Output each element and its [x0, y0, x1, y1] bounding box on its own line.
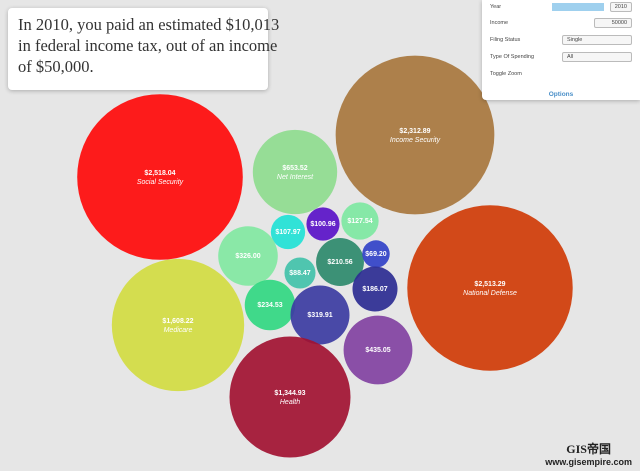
watermark: GIS帝国 www.gisempire.com — [545, 440, 632, 467]
headline-line: of $50,000. — [18, 57, 94, 76]
category-label: Medicare — [164, 327, 193, 334]
value-label: $107.97 — [275, 229, 300, 236]
headline-line: In 2010, you paid an estimated $10,013 — [18, 15, 280, 34]
bubble[interactable] — [316, 238, 364, 286]
bubble[interactable] — [270, 214, 306, 250]
value-label: $2,518.04 — [144, 170, 175, 177]
value-label: $2,513.29 — [474, 281, 505, 288]
bubble[interactable] — [218, 226, 278, 286]
category-label: Social Security — [137, 179, 184, 186]
bubble[interactable] — [284, 257, 316, 289]
income-row: Income 50000 — [490, 18, 632, 28]
bubble[interactable] — [362, 240, 390, 268]
label: Filing Status — [490, 37, 521, 43]
value-label: $234.53 — [257, 302, 282, 309]
bubble[interactable] — [252, 129, 338, 215]
spending-select[interactable]: All — [562, 52, 632, 62]
year-slider[interactable] — [552, 3, 604, 11]
bubble[interactable] — [352, 266, 398, 312]
bubble[interactable] — [111, 258, 245, 392]
value-label: $100.96 — [310, 221, 335, 228]
value-label: $435.05 — [365, 347, 390, 354]
value-label: $1,608.22 — [162, 318, 193, 325]
value-label: $127.54 — [347, 218, 372, 225]
value-label: $210.56 — [327, 259, 352, 266]
year-row: Year 2010 — [490, 2, 632, 12]
headline-box: In 2010, you paid an estimated $10,013 i… — [8, 8, 280, 90]
label: Type Of Spending — [490, 54, 535, 60]
category-label: Income Security — [390, 137, 441, 144]
value-label: $88.47 — [289, 270, 311, 277]
bubble[interactable] — [407, 205, 573, 371]
zoom-row[interactable]: Toggle Zoom — [490, 69, 632, 79]
label[interactable]: Toggle Zoom — [490, 71, 522, 77]
category-label: Net Interest — [277, 174, 314, 181]
label: Year — [490, 4, 502, 10]
category-label: National Defense — [463, 290, 517, 297]
bubble[interactable] — [306, 207, 340, 241]
spending-row: Type Of Spending All — [490, 52, 632, 62]
value-label: $653.52 — [282, 165, 307, 172]
bubble[interactable] — [341, 202, 379, 240]
value-label: $2,312.89 — [399, 128, 430, 135]
bubble[interactable] — [290, 285, 350, 345]
bubble[interactable] — [77, 94, 243, 260]
value-label: $319.91 — [307, 312, 332, 319]
category-label: Health — [280, 399, 300, 406]
filing-select[interactable]: Single — [562, 35, 632, 45]
watermark-url: www.gisempire.com — [545, 457, 632, 467]
filing-row: Filing Status Single — [490, 35, 632, 45]
bubble[interactable] — [343, 315, 413, 385]
value-label: $69.20 — [365, 251, 387, 258]
bubble[interactable] — [335, 55, 495, 215]
value-label: $186.07 — [362, 286, 387, 293]
label: Income — [490, 20, 509, 26]
headline-line: in federal income tax, out of an income — [18, 36, 278, 55]
options-panel: Year 2010 Income 50000 Filing Status Sin… — [482, 0, 640, 100]
year-value: 2010 — [609, 2, 632, 12]
bubble[interactable] — [244, 279, 296, 331]
value-label: $326.00 — [235, 253, 260, 260]
options-tab[interactable]: Options — [548, 91, 574, 98]
watermark-brand: GIS帝国 — [566, 442, 611, 456]
value-label: $1,344.93 — [274, 390, 305, 397]
bubble[interactable] — [229, 336, 351, 458]
income-input[interactable]: 50000 — [594, 18, 632, 28]
